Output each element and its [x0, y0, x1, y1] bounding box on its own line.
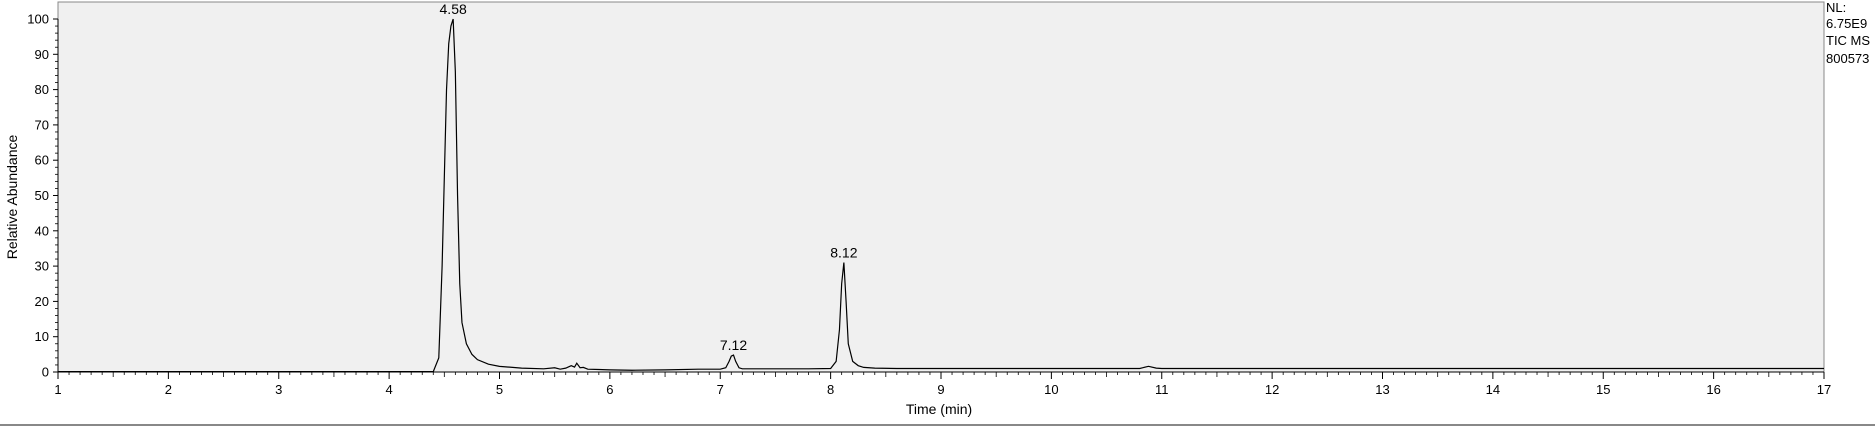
y-tick-label: 50 [35, 188, 49, 203]
x-tick-label: 9 [937, 382, 944, 397]
x-tick-label: 16 [1706, 382, 1720, 397]
peak-label: 8.12 [830, 245, 857, 261]
x-tick-label: 4 [386, 382, 393, 397]
y-tick-label: 30 [35, 259, 49, 274]
plot-area [57, 1, 1825, 373]
x-tick-label: 1 [54, 382, 61, 397]
x-tick-label: 15 [1596, 382, 1610, 397]
x-axis-title: Time (min) [906, 401, 972, 417]
x-tick-label: 13 [1375, 382, 1389, 397]
x-tick-label: 12 [1265, 382, 1279, 397]
x-tick-label: 10 [1044, 382, 1058, 397]
y-tick-label: 20 [35, 294, 49, 309]
y-tick-label: 70 [35, 117, 49, 132]
x-tick-label: 8 [827, 382, 834, 397]
peak-label: 4.58 [440, 1, 467, 17]
peak-annotations: 4.58 7.12 8.12 [440, 1, 858, 353]
y-axis-title: Relative Abundance [4, 135, 20, 260]
tic-trace-line [58, 18, 1824, 373]
x-tick-label: 5 [496, 382, 503, 397]
x-tick-label: 3 [275, 382, 282, 397]
y-tick-label: 10 [35, 329, 49, 344]
sample-id: 800573 [1826, 51, 1870, 66]
x-tick-label: 14 [1486, 382, 1500, 397]
y-axis: 0 10 20 30 40 50 60 70 80 90 100 [27, 12, 59, 380]
y-tick-label: 100 [27, 12, 49, 27]
x-tick-label: 6 [606, 382, 613, 397]
x-tick-label: 17 [1817, 382, 1831, 397]
x-tick-label: 7 [717, 382, 724, 397]
nl-value: 6.75E9 [1826, 16, 1868, 31]
y-tick-label: 90 [35, 47, 49, 62]
x-tick-label: 11 [1155, 382, 1169, 397]
nl-label: NL: [1826, 0, 1847, 15]
peak-label: 7.12 [720, 337, 747, 353]
y-tick-label: 40 [35, 223, 49, 238]
y-tick-label: 0 [42, 365, 49, 380]
x-tick-label: 2 [165, 382, 172, 397]
y-tick-label: 60 [35, 153, 49, 168]
trace-label: TIC MS [1826, 33, 1871, 48]
x-axis: 1 2 3 4 5 6 7 8 9 10 11 12 13 14 15 16 17 [54, 371, 1831, 397]
bottom-divider [0, 424, 1875, 426]
y-tick-label: 80 [35, 82, 49, 97]
